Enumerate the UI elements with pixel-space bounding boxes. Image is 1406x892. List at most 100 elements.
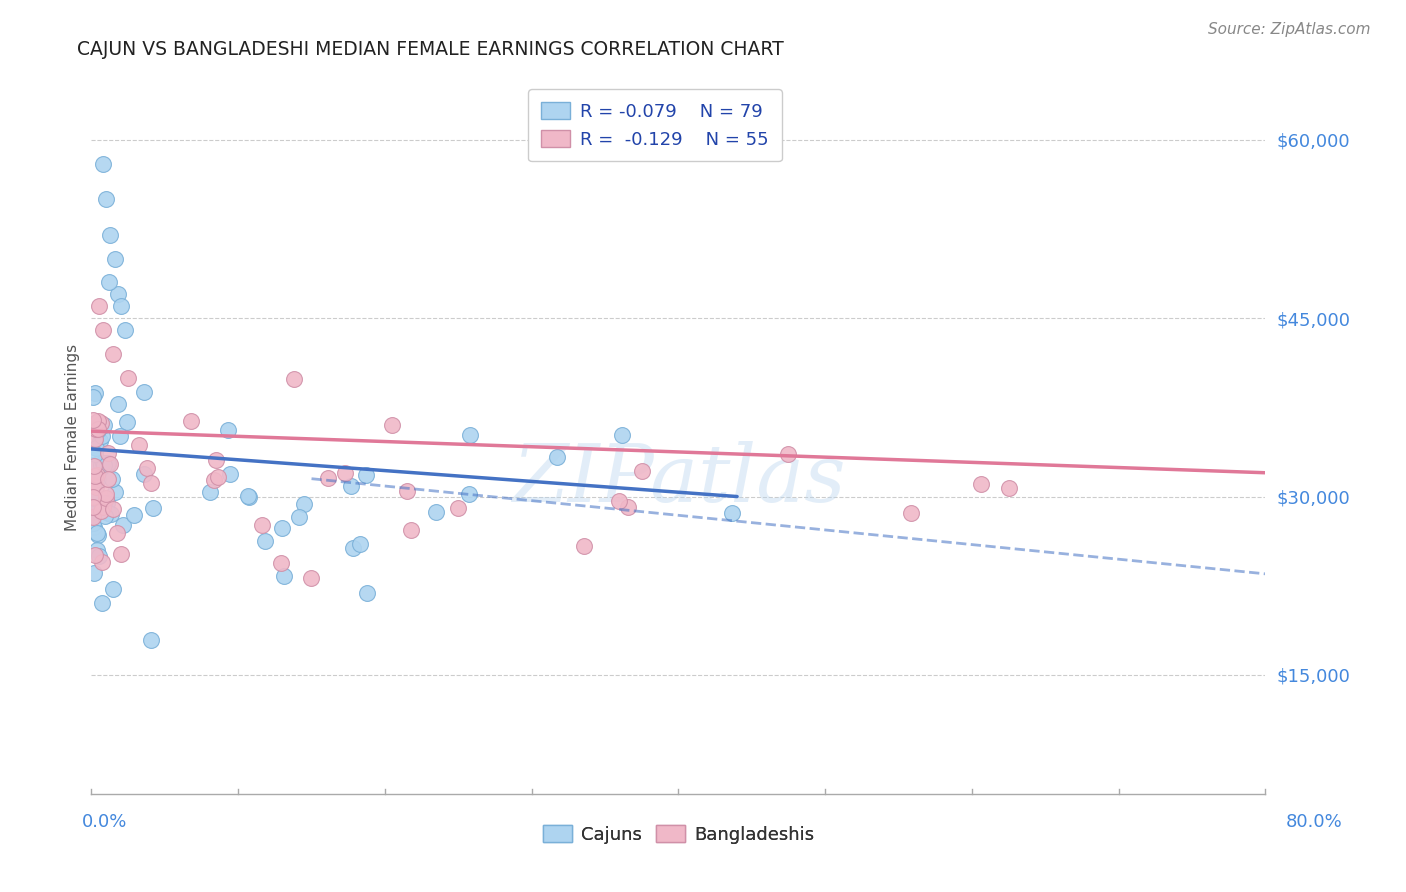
- Point: [84, 442, 107, 456]
- Point: [90, 458, 112, 472]
- Point: [100, 472, 122, 486]
- Point: [94, 487, 117, 501]
- Point: [84, 548, 107, 562]
- Point: [128, 438, 150, 452]
- Point: [94, 491, 117, 506]
- Point: [610, 427, 633, 442]
- Point: [93, 457, 115, 471]
- Point: [219, 467, 242, 481]
- Point: [546, 450, 568, 464]
- Point: [91, 156, 114, 170]
- Point: [616, 500, 638, 515]
- Point: [349, 537, 371, 551]
- Point: [93, 500, 115, 515]
- Point: [82, 458, 104, 473]
- Point: [84, 447, 107, 461]
- Point: [96, 472, 118, 486]
- Point: [356, 586, 378, 600]
- Point: [82, 478, 104, 492]
- Point: [83, 520, 105, 534]
- Point: [458, 487, 481, 501]
- Point: [287, 510, 309, 524]
- Text: 0.0%: 0.0%: [82, 814, 127, 831]
- Point: [292, 498, 315, 512]
- Point: [142, 500, 165, 515]
- Point: [395, 483, 418, 498]
- Point: [90, 596, 112, 610]
- Point: [82, 390, 104, 404]
- Point: [94, 192, 117, 206]
- Text: 80.0%: 80.0%: [1286, 814, 1343, 831]
- Point: [572, 539, 595, 553]
- Point: [107, 287, 129, 301]
- Point: [100, 508, 122, 522]
- Point: [273, 569, 295, 583]
- Point: [117, 370, 139, 384]
- Point: [217, 423, 239, 437]
- Point: [776, 447, 799, 461]
- Point: [94, 509, 117, 524]
- Point: [205, 453, 228, 467]
- Point: [82, 510, 104, 524]
- Legend: Cajuns, Bangladeshis: Cajuns, Bangladeshis: [534, 816, 823, 853]
- Point: [115, 415, 138, 429]
- Point: [91, 323, 114, 337]
- Point: [333, 467, 356, 481]
- Point: [340, 479, 363, 493]
- Text: Source: ZipAtlas.com: Source: ZipAtlas.com: [1208, 22, 1371, 37]
- Point: [998, 481, 1021, 495]
- Point: [84, 422, 107, 436]
- Point: [180, 415, 202, 429]
- Point: [381, 417, 404, 432]
- Point: [399, 524, 422, 538]
- Point: [82, 490, 104, 504]
- Point: [458, 428, 481, 442]
- Point: [134, 467, 156, 482]
- Point: [270, 557, 292, 571]
- Point: [96, 456, 118, 470]
- Point: [83, 459, 105, 474]
- Point: [86, 419, 108, 434]
- Point: [87, 414, 110, 428]
- Point: [91, 429, 114, 443]
- Point: [93, 458, 115, 472]
- Point: [97, 456, 120, 470]
- Point: [97, 446, 120, 460]
- Point: [607, 494, 630, 508]
- Point: [83, 489, 105, 503]
- Point: [110, 299, 132, 313]
- Point: [122, 508, 145, 523]
- Point: [97, 457, 120, 471]
- Point: [202, 473, 225, 487]
- Point: [104, 252, 127, 266]
- Point: [250, 518, 273, 533]
- Point: [87, 527, 110, 541]
- Point: [447, 500, 470, 515]
- Point: [89, 549, 111, 563]
- Point: [87, 423, 110, 437]
- Point: [82, 500, 104, 514]
- Point: [354, 468, 377, 483]
- Point: [89, 434, 111, 448]
- Point: [198, 484, 221, 499]
- Point: [96, 495, 118, 509]
- Point: [82, 505, 104, 519]
- Point: [97, 506, 120, 520]
- Point: [139, 475, 162, 490]
- Point: [86, 543, 108, 558]
- Point: [87, 422, 110, 436]
- Point: [82, 480, 104, 494]
- Point: [132, 384, 155, 399]
- Point: [100, 227, 122, 242]
- Point: [83, 432, 105, 446]
- Point: [970, 476, 993, 491]
- Point: [107, 397, 129, 411]
- Point: [114, 323, 136, 337]
- Point: [98, 457, 121, 471]
- Point: [84, 422, 107, 436]
- Y-axis label: Median Female Earnings: Median Female Earnings: [65, 343, 80, 531]
- Point: [83, 386, 105, 401]
- Point: [101, 582, 124, 597]
- Point: [318, 471, 340, 485]
- Point: [236, 489, 259, 503]
